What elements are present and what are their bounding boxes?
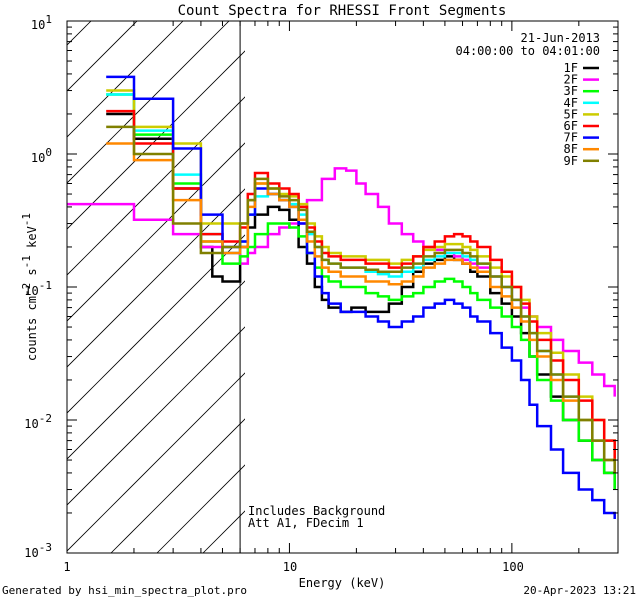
legend-label-6F: 6F — [564, 119, 578, 133]
legend-label-8F: 8F — [564, 142, 578, 156]
hatch-line — [67, 96, 245, 276]
hatch-line — [0, 0, 113, 553]
hatch-line — [249, 0, 640, 553]
footer-timestamp: 20-Apr-2023 13:21 — [523, 584, 636, 597]
hatch-line — [387, 0, 640, 553]
series-line-8F — [106, 142, 616, 473]
hatch-line — [67, 280, 245, 460]
series-line-9F — [106, 125, 616, 473]
hatch-line — [617, 0, 640, 553]
y-axis-label: counts cm-2 s-1 keV-1 — [20, 213, 39, 361]
x-tick-label-10: 10 — [283, 560, 297, 574]
y-tick-label-10-m2: 10-2 — [24, 412, 52, 431]
hatch-line — [433, 0, 640, 553]
hatch-line — [67, 372, 245, 552]
time-range-label: 04:00:00 to 04:01:00 — [456, 44, 601, 58]
y-tick-label-10-1: 101 — [31, 13, 52, 32]
axis-ticks — [66, 21, 619, 554]
legend-label-9F: 9F — [564, 154, 578, 168]
series-line-1F — [106, 112, 616, 490]
legend-label-7F: 7F — [564, 131, 578, 145]
x-tick-label-1: 1 — [63, 560, 70, 574]
chart-title: Count Spectra for RHESSI Front Segments — [178, 3, 507, 19]
annotation-attenuator: Att A1, FDecim 1 — [248, 516, 364, 530]
hatch-line — [110, 418, 245, 553]
series-group — [67, 75, 616, 519]
legend-label-1F: 1F — [564, 61, 578, 75]
x-axis-label: Energy (keV) — [299, 576, 386, 590]
hatch-line — [67, 21, 184, 138]
hatch-line — [525, 0, 640, 553]
y-tick-label-10-0: 100 — [31, 146, 52, 165]
series-line-3F — [106, 93, 616, 490]
annotation-background: Includes Background — [248, 504, 385, 518]
hatch-line — [67, 21, 230, 184]
legend-label-2F: 2F — [564, 73, 578, 87]
hatch-line — [67, 142, 245, 322]
legend-label-3F: 3F — [564, 84, 578, 98]
hatch-line — [67, 326, 245, 506]
legend-label-5F: 5F — [564, 107, 578, 121]
y-tick-label-10-m1: 10-1 — [24, 279, 52, 298]
hatch-line — [67, 188, 245, 368]
footer-generated-by: Generated by hsi_min_spectra_plot.pro — [2, 584, 247, 597]
y-tick-label-10-m3: 10-3 — [24, 541, 52, 560]
legend-label-4F: 4F — [564, 96, 578, 110]
x-tick-label-100: 100 — [502, 560, 524, 574]
hatch-line — [67, 50, 245, 230]
hatch-line — [67, 21, 138, 92]
hatch-line — [571, 0, 640, 553]
hatch-line — [67, 234, 245, 414]
date-label: 21-Jun-2013 — [521, 31, 600, 45]
